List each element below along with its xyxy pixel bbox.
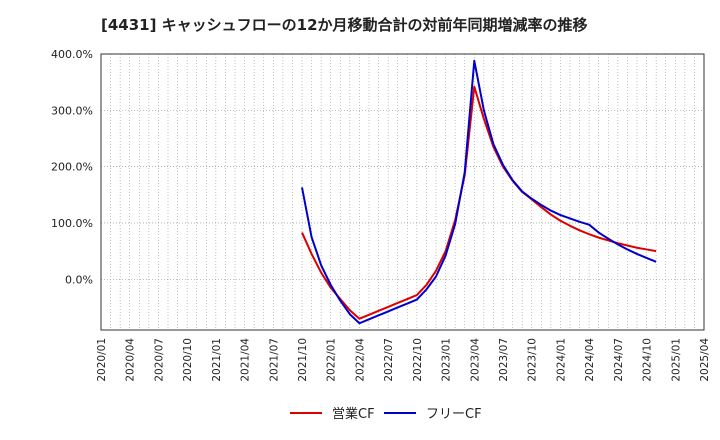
x-tick-label: 2022/04 <box>354 338 366 382</box>
x-tick-label: 2020/10 <box>182 338 194 382</box>
series-line-operating-cf <box>301 85 657 320</box>
x-tick-label: 2020/04 <box>125 338 137 382</box>
x-tick-label: 2024/01 <box>555 338 567 382</box>
series-layer <box>301 59 657 325</box>
x-tick-label: 2022/01 <box>326 338 338 382</box>
legend-label: フリーCF <box>426 407 482 422</box>
x-tick-label: 2021/01 <box>211 338 223 382</box>
x-tick-label: 2024/10 <box>642 338 654 382</box>
x-tick-label: 2021/10 <box>297 338 309 382</box>
x-tick-label: 2021/04 <box>240 338 252 382</box>
x-tick-label: 2024/04 <box>584 338 596 382</box>
x-tick-label: 2023/10 <box>527 338 539 382</box>
legend-label: 営業CF <box>332 406 375 422</box>
chart-title: [4431] キャッシュフローの12か月移動合計の対前年同期増減率の推移 <box>101 16 588 34</box>
x-tick-label: 2025/04 <box>699 338 711 382</box>
plot-frame <box>100 53 705 331</box>
grid-layer <box>100 53 705 330</box>
legend: 営業CF フリーCF <box>290 406 482 422</box>
y-axis-ticks: 0.0% 100.0% 200.0% 300.0% 400.0% <box>51 48 93 286</box>
x-tick-label: 2024/07 <box>613 338 625 382</box>
x-tick-label: 2025/01 <box>670 338 682 382</box>
x-tick-label: 2023/01 <box>441 338 453 382</box>
series-line-free-cf <box>301 59 657 325</box>
x-axis-ticks: 2020/01 2020/04 2020/07 2020/10 2021/01 2021/… <box>96 338 711 382</box>
x-tick-label: 2021/07 <box>268 338 280 382</box>
y-tick-label: 0.0% <box>65 273 93 286</box>
x-tick-label: 2020/01 <box>96 338 108 382</box>
y-tick-label: 400.0% <box>51 48 93 61</box>
x-tick-label: 2022/10 <box>412 338 424 382</box>
x-tick-label: 2022/07 <box>383 338 395 382</box>
x-tick-label: 2023/07 <box>498 338 510 382</box>
x-tick-label: 2023/04 <box>469 338 481 382</box>
y-tick-label: 200.0% <box>51 161 93 174</box>
y-tick-label: 300.0% <box>51 104 93 117</box>
y-tick-label: 100.0% <box>51 217 93 230</box>
x-tick-label: 2020/07 <box>153 338 165 382</box>
